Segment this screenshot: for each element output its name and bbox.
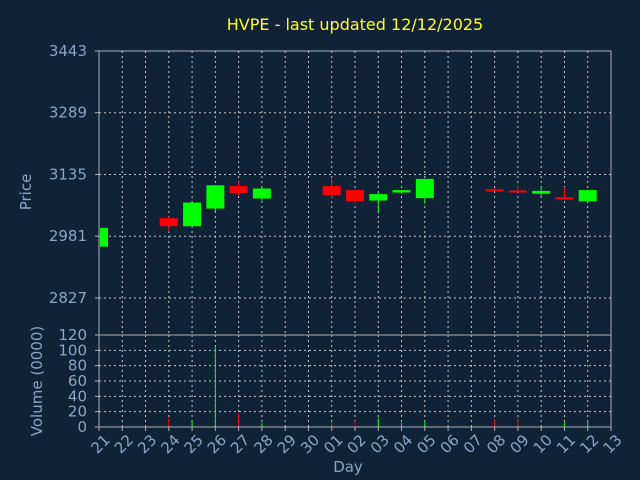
candle-body — [532, 190, 551, 194]
price-candles — [98, 177, 597, 248]
price-tick-label: 2827 — [49, 289, 87, 307]
candle-body — [578, 190, 597, 202]
price-tick-label: 3443 — [49, 42, 87, 60]
x-tick-label: 13 — [600, 431, 626, 457]
x-axis-label: Day — [333, 458, 363, 476]
volume-tick-label: 40 — [68, 387, 87, 405]
candle-body — [322, 186, 341, 196]
chart-title: HVPE - last updated 12/12/2025 — [227, 15, 483, 34]
volume-tick-label: 20 — [68, 403, 87, 421]
candle-body — [206, 185, 225, 209]
volume-grid — [98, 334, 612, 428]
candle-body — [485, 189, 504, 192]
candle-body — [392, 190, 411, 193]
candle-body — [346, 190, 364, 202]
candle-body — [252, 188, 271, 199]
candle-body — [183, 202, 202, 227]
volume-bars — [98, 347, 589, 427]
candle-body — [508, 190, 527, 193]
price-axis-label: Price — [17, 174, 35, 211]
volume-tick-label: 100 — [58, 341, 87, 359]
candle-body — [555, 197, 574, 200]
price-axis-ticks: 3443 3289 3135 2981 2827 — [49, 42, 99, 307]
volume-tick-label: 60 — [68, 372, 87, 390]
candle-body — [415, 178, 434, 199]
candle-body — [159, 218, 178, 227]
candle-body — [369, 194, 388, 201]
volume-axis-label: Volume (0000) — [28, 326, 46, 436]
price-tick-label: 3289 — [49, 104, 87, 122]
candle-body — [229, 186, 248, 193]
volume-tick-label: 80 — [68, 357, 87, 375]
price-tick-label: 3135 — [49, 165, 87, 183]
volume-tick-label: 120 — [58, 326, 87, 344]
candle-body — [100, 227, 108, 247]
x-axis-ticks: 2122232425262728293001020304050607080910… — [88, 427, 626, 457]
volume-tick-label: 0 — [77, 418, 87, 436]
price-tick-label: 2981 — [49, 227, 87, 245]
